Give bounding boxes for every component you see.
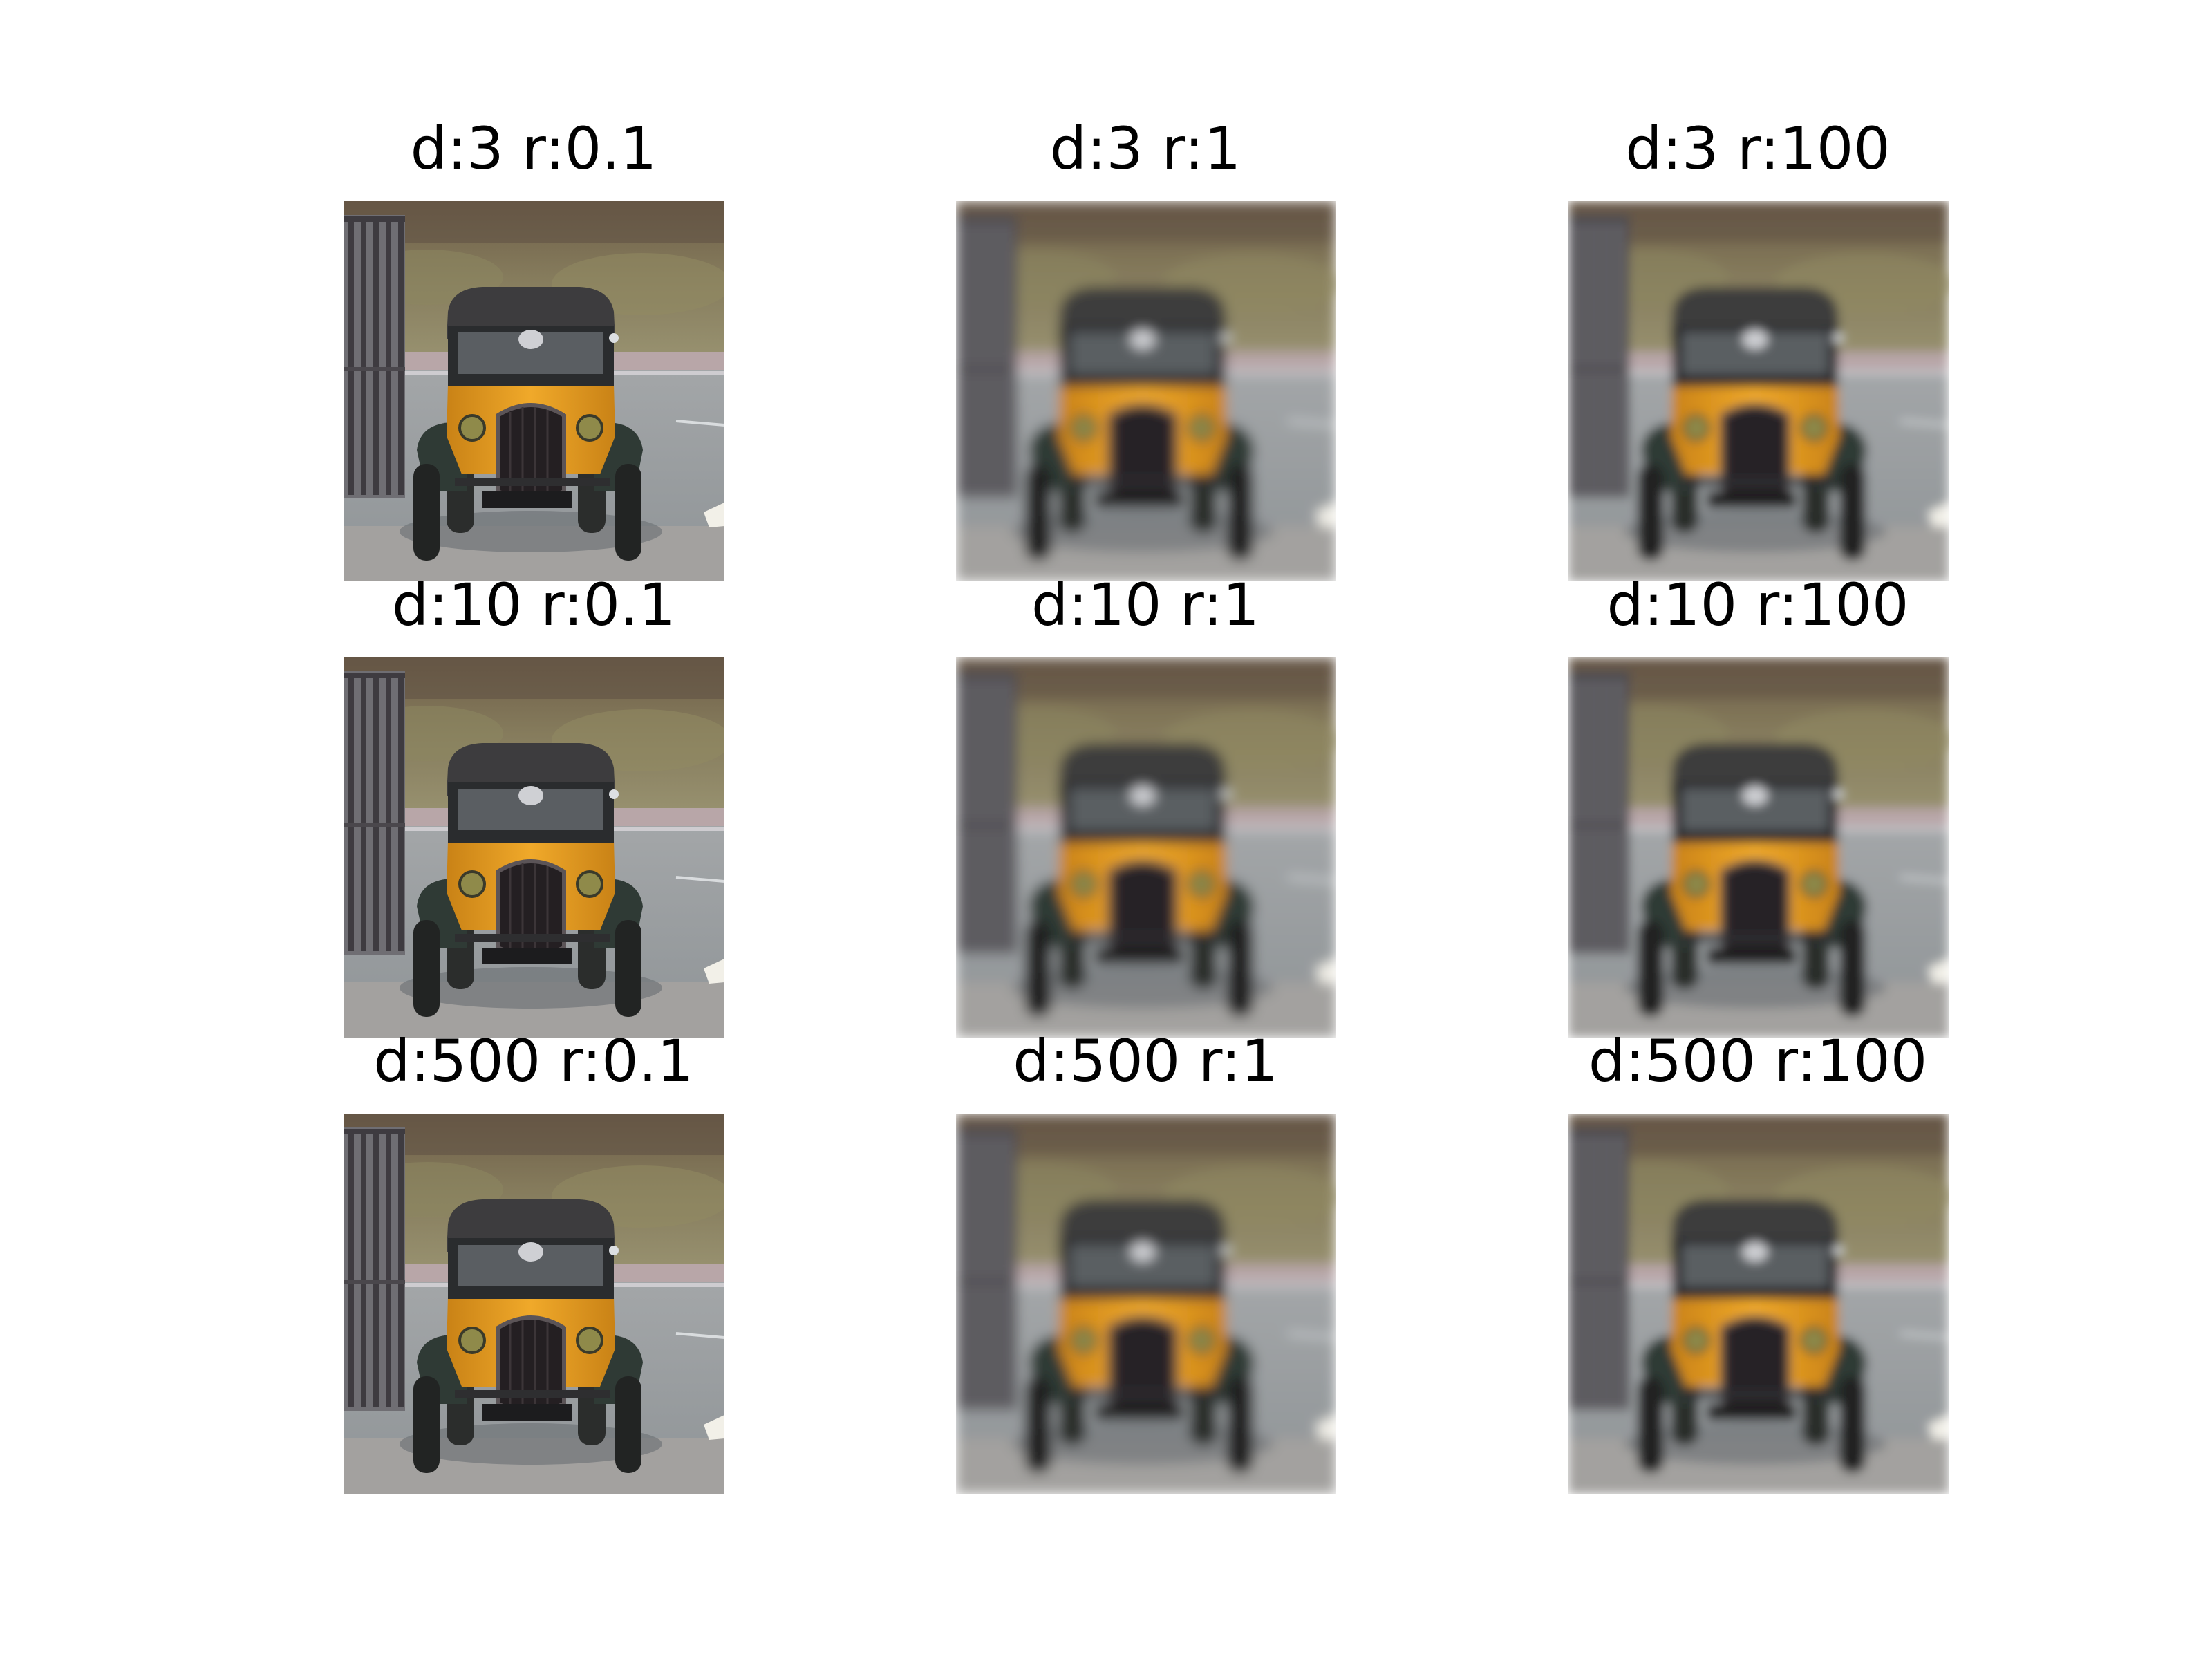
panel-image — [956, 657, 1336, 1038]
panel-title: d:500 r:100 — [1588, 1027, 1928, 1095]
car-photo-blurred — [956, 201, 1336, 581]
panel-image — [1568, 1114, 1949, 1494]
panel-image — [344, 201, 724, 581]
car-photo-blurred — [1568, 201, 1949, 581]
car-photo-blurred — [1568, 1114, 1949, 1494]
panel-image — [1568, 657, 1949, 1038]
panel-title: d:3 r:0.1 — [410, 115, 657, 182]
car-photo-blurred — [956, 1114, 1336, 1494]
panel-title: d:3 r:1 — [1049, 115, 1241, 182]
car-photo — [344, 1114, 724, 1494]
panel-title: d:10 r:1 — [1031, 571, 1259, 639]
panel-title: d:3 r:100 — [1625, 115, 1891, 182]
panel-title: d:500 r:1 — [1013, 1027, 1278, 1095]
panel-image — [956, 201, 1336, 581]
panel-image — [344, 657, 724, 1038]
panel-image — [344, 1114, 724, 1494]
car-photo — [344, 201, 724, 581]
panel-title: d:500 r:0.1 — [373, 1027, 694, 1095]
panel-title: d:10 r:100 — [1606, 571, 1909, 639]
car-photo-blurred — [956, 657, 1336, 1038]
panel-title: d:10 r:0.1 — [391, 571, 676, 639]
panel-image — [956, 1114, 1336, 1494]
panel-image — [1568, 201, 1949, 581]
car-photo-blurred — [1568, 657, 1949, 1038]
car-photo — [344, 657, 724, 1038]
